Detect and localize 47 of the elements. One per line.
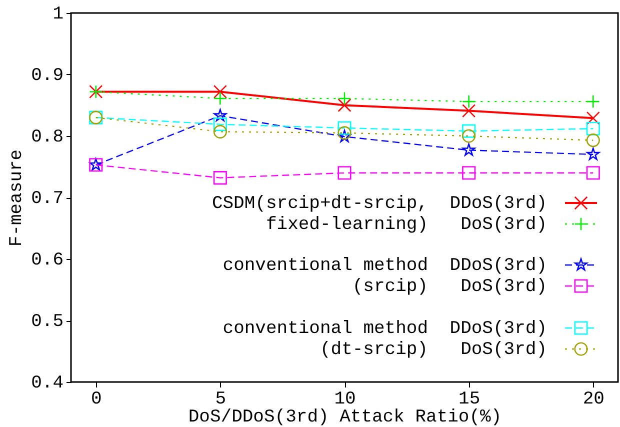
point: [338, 92, 352, 106]
point: [214, 108, 227, 122]
point: [213, 118, 227, 132]
x-tick-label: 10: [334, 390, 356, 410]
point: [586, 111, 600, 125]
y-tick-label: 0.7: [31, 189, 64, 209]
point: [338, 98, 352, 112]
point: [213, 124, 227, 138]
legend-label: DDoS(3rd): [450, 319, 547, 339]
legend-label: DoS(3rd): [460, 215, 547, 235]
legend-label: DoS(3rd): [460, 340, 547, 360]
y-axis-title: F-measure: [7, 149, 28, 247]
annotation: CSDM(srcip+dt-srcip, fixed-learning): [212, 194, 428, 235]
point: [586, 122, 600, 136]
legend-label: DDoS(3rd): [450, 256, 547, 276]
point: [586, 166, 600, 180]
y-tick-label: 0.4: [31, 374, 64, 394]
point: [462, 129, 476, 143]
point: [462, 143, 476, 156]
point: [586, 134, 600, 148]
point: [213, 92, 227, 106]
point: [213, 171, 227, 185]
point: [338, 130, 351, 142]
y-tick-label: 0.8: [31, 128, 64, 148]
point: [338, 121, 352, 135]
annotation: conventional method (srcip): [222, 256, 428, 297]
x-tick-label: 20: [582, 390, 604, 410]
point: [462, 166, 476, 180]
y-tick-label: 0.9: [31, 66, 64, 86]
point: [462, 94, 476, 108]
point: [338, 126, 352, 140]
annotation: conventional method (dt-srcip): [222, 319, 428, 360]
point: [338, 166, 352, 180]
point: [586, 94, 600, 108]
y-tick-label: 0.5: [31, 312, 64, 332]
x-tick-label: 0: [90, 390, 102, 410]
x-tick-label: 5: [215, 390, 226, 410]
y-tick-label: 0.6: [31, 250, 64, 270]
point: [462, 104, 476, 118]
point: [213, 84, 227, 98]
legend-label: DDoS(3rd): [450, 194, 547, 214]
y-tick-label: 1: [52, 4, 64, 24]
point: [462, 124, 476, 138]
point: [586, 148, 600, 160]
x-axis-title: DoS/DDoS(3rd) Attack Ratio(%): [188, 408, 502, 427]
legend-label: DoS(3rd): [460, 277, 547, 297]
x-tick-label: 15: [458, 390, 480, 410]
